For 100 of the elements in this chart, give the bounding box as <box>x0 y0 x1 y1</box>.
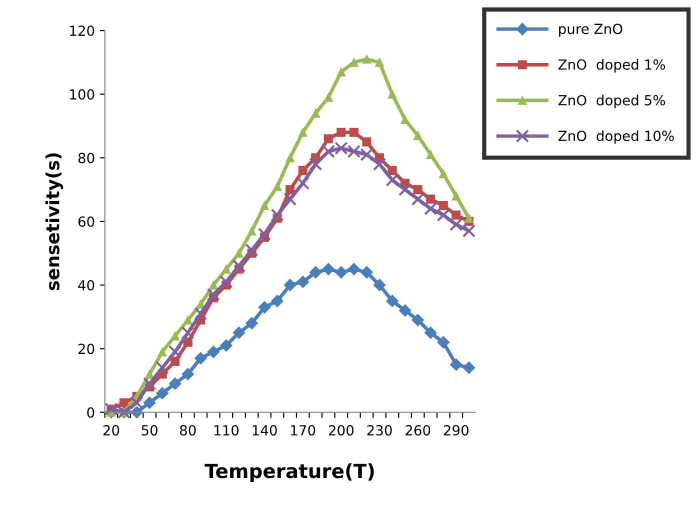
point <box>258 301 271 314</box>
point <box>450 358 462 371</box>
point <box>437 336 450 349</box>
point <box>170 356 180 366</box>
y-tick-label: 120 <box>70 26 94 36</box>
legend-label: ZnO doped 1% <box>558 59 666 72</box>
point <box>232 259 246 273</box>
y-tick-label: 100 <box>70 89 94 100</box>
point <box>286 185 295 194</box>
point <box>462 224 476 238</box>
point <box>271 294 284 308</box>
point <box>411 192 424 206</box>
y-tick-label: 20 <box>78 344 94 354</box>
point <box>426 194 436 204</box>
point <box>311 108 320 118</box>
legend-label: ZnO doped 5% <box>558 94 666 108</box>
point <box>372 158 386 171</box>
point <box>170 331 180 340</box>
point <box>220 339 232 352</box>
point <box>452 191 461 200</box>
point <box>194 352 207 364</box>
point <box>412 314 424 326</box>
point <box>386 173 399 187</box>
x-tick-label: 110 <box>214 425 239 436</box>
x-axis-title: Temperature(T) <box>204 463 374 482</box>
x-tick-label: 290 <box>444 425 468 436</box>
point <box>247 226 256 236</box>
point <box>388 90 397 99</box>
point <box>246 316 258 330</box>
point <box>156 386 169 400</box>
y-axis-title: sensetivity(s) <box>45 153 64 290</box>
point <box>336 67 346 76</box>
point <box>322 262 335 276</box>
x-tick-label: 50 <box>142 425 158 436</box>
point <box>142 377 156 390</box>
point <box>296 176 310 190</box>
point <box>362 137 372 146</box>
point <box>222 264 231 274</box>
y-tick-label: 0 <box>87 407 94 418</box>
point <box>309 266 322 279</box>
point <box>424 202 438 216</box>
x-tick-label: 20 <box>103 425 120 436</box>
point <box>168 345 182 358</box>
point <box>283 192 297 206</box>
point <box>348 262 360 276</box>
point <box>462 362 476 374</box>
point <box>208 280 218 290</box>
point <box>349 128 358 137</box>
legend-label: pure ZnO <box>559 24 622 37</box>
y-tick-label: 80 <box>78 152 94 164</box>
point <box>158 347 167 356</box>
point <box>373 278 386 292</box>
x-tick-label: 260 <box>406 425 430 436</box>
x-tick-label: 170 <box>291 425 316 436</box>
x-tick-label: 80 <box>180 425 196 436</box>
point <box>260 200 270 210</box>
point <box>374 58 384 67</box>
point <box>182 368 194 380</box>
point <box>362 54 372 64</box>
point <box>298 128 308 137</box>
point <box>119 398 129 408</box>
point <box>258 228 272 241</box>
point <box>207 346 220 358</box>
point <box>245 243 258 257</box>
point <box>450 218 463 232</box>
point <box>413 131 422 140</box>
point <box>334 266 348 279</box>
point <box>272 182 282 191</box>
point <box>413 185 422 194</box>
point <box>309 158 322 171</box>
point <box>284 278 296 292</box>
x-tick-label: 230 <box>367 425 392 436</box>
point <box>324 134 333 144</box>
y-tick-label: 40 <box>78 280 94 291</box>
y-tick-label: 60 <box>78 216 94 227</box>
point <box>426 150 436 160</box>
point <box>194 307 208 320</box>
point <box>398 183 412 196</box>
point <box>298 166 308 176</box>
point <box>181 326 194 340</box>
point <box>296 276 310 288</box>
point <box>452 210 461 220</box>
point <box>183 338 192 347</box>
point <box>438 169 448 178</box>
point <box>438 200 448 210</box>
point <box>286 153 295 162</box>
x-tick-label: 200 <box>328 425 354 436</box>
point <box>360 266 373 279</box>
point <box>220 275 233 288</box>
point <box>234 248 244 258</box>
point <box>398 304 412 317</box>
point <box>130 396 144 410</box>
point <box>436 208 450 222</box>
point <box>143 396 156 409</box>
point <box>232 326 246 339</box>
legend-label: ZnO doped 10% <box>558 130 674 144</box>
point <box>206 288 220 302</box>
point <box>145 370 154 379</box>
x-tick-label: 140 <box>252 425 277 436</box>
point <box>336 128 346 137</box>
